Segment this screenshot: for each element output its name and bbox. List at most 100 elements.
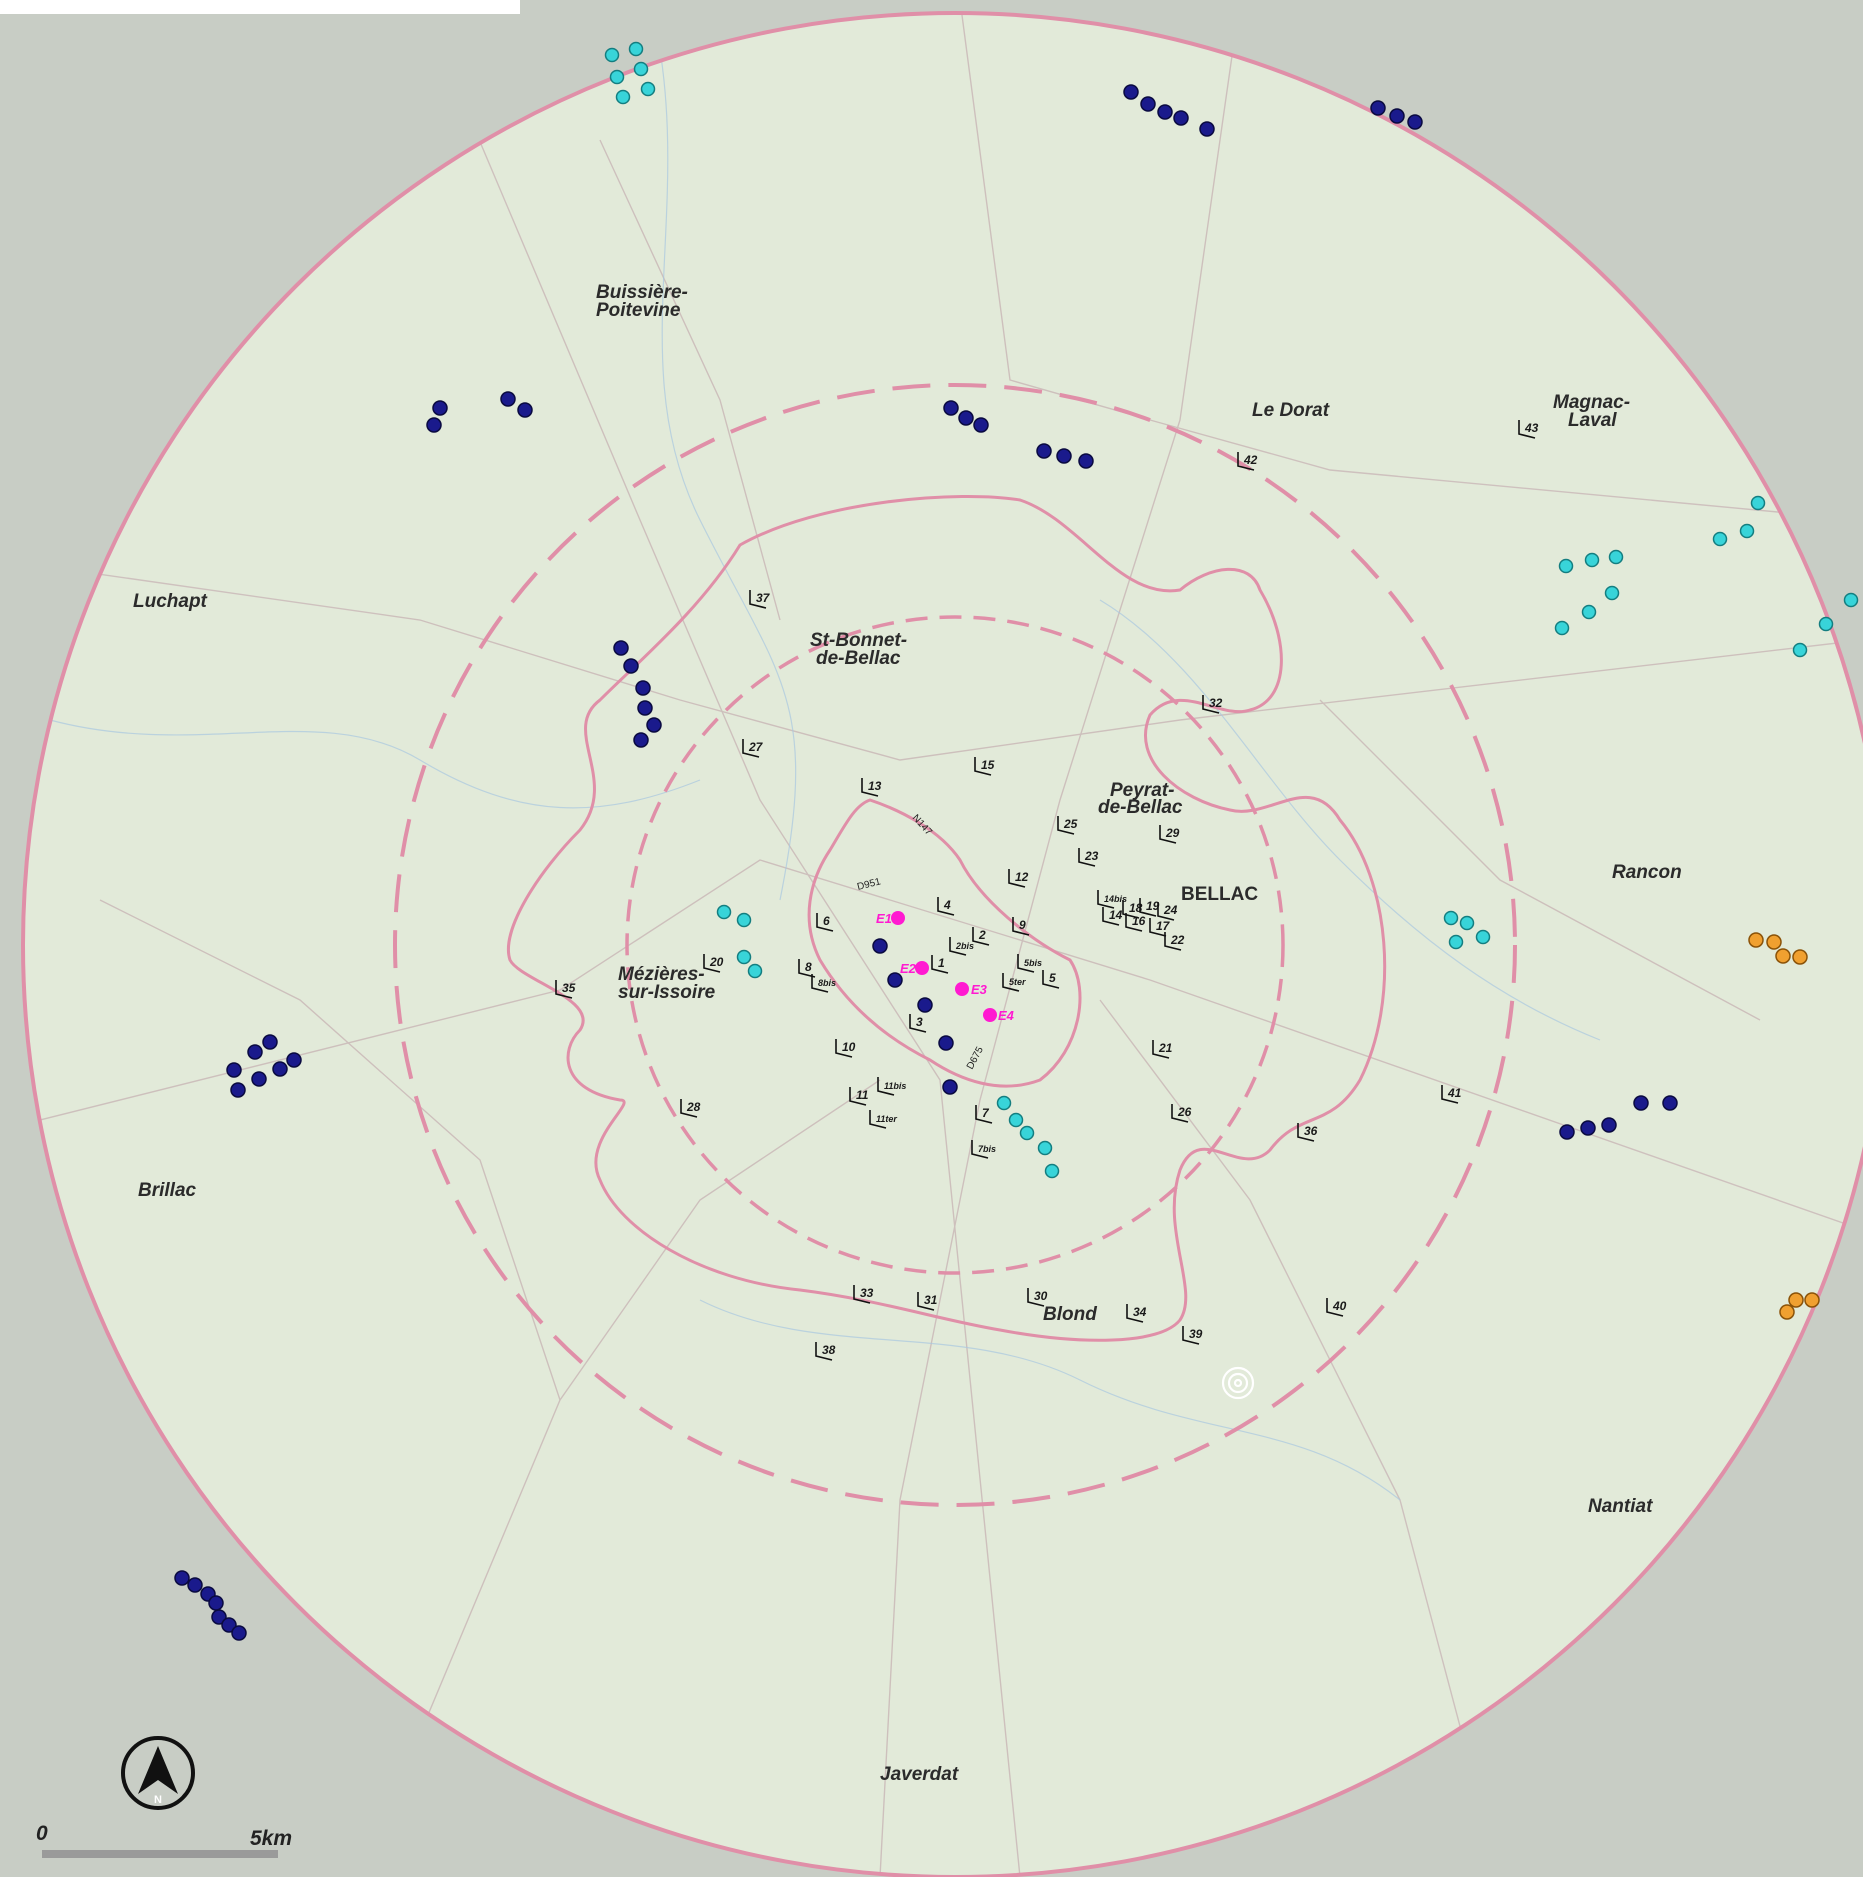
viewpoint-label: 2bis (955, 941, 974, 951)
viewpoint-arrow-icon (680, 1099, 698, 1118)
wind-turbine-built (917, 997, 933, 1013)
scale-bar: 0 5km (36, 1822, 292, 1858)
viewpoint-5ter: 5ter (1002, 973, 1026, 992)
viewpoint-27: 27 (742, 739, 764, 758)
town-blond: Blond (1043, 1304, 1097, 1325)
wind-turbine-built (1173, 110, 1189, 126)
viewpoint-arrow-icon (1139, 898, 1157, 917)
viewpoint-40: 40 (1326, 1298, 1347, 1317)
viewpoint-35: 35 (555, 980, 576, 999)
wind-turbine-authorized (1037, 1140, 1053, 1156)
town-magnac: Magnac- Laval (1553, 392, 1635, 431)
viewpoint-label: 8 (805, 960, 812, 974)
project-turbine-e3-label: E3 (971, 982, 988, 997)
town-le-dorat: Le Dorat (1252, 400, 1330, 421)
scale-bar-end: 5km (250, 1827, 292, 1850)
viewpoint-label: 8bis (818, 978, 836, 988)
viewpoint-label: 21 (1158, 1041, 1173, 1055)
viewpoint-13: 13 (861, 778, 882, 797)
wind-turbine-built (1580, 1120, 1596, 1136)
viewpoint-label: 7bis (978, 1144, 996, 1154)
wind-turbine-authorized (1581, 604, 1597, 620)
wind-turbine-built (1056, 448, 1072, 464)
viewpoint-arrow-icon (1126, 1304, 1144, 1323)
viewpoint-17: 17 (1149, 918, 1171, 937)
wind-turbine-built (1199, 121, 1215, 137)
viewpoint-43: 43 (1518, 420, 1539, 439)
viewpoint-arrow-icon (1027, 1288, 1045, 1307)
viewpoint-20: 20 (703, 954, 724, 973)
wind-turbine-built (1662, 1095, 1678, 1111)
north-arrow-circle (121, 1736, 195, 1810)
wind-turbine-authorized (1008, 1112, 1024, 1128)
viewpoint-label: 39 (1189, 1327, 1203, 1341)
viewpoint-9: 9 (1012, 917, 1030, 936)
viewpoint-label: 13 (868, 779, 882, 793)
project-turbine-e4 (983, 1008, 997, 1022)
wind-turbine-built (646, 717, 662, 733)
wind-turbine-built (1157, 104, 1173, 120)
wind-turbine-built (247, 1044, 263, 1060)
wind-turbine-pending (1788, 1292, 1804, 1308)
viewpoint-label: 31 (924, 1293, 938, 1307)
wind-turbine-authorized (640, 81, 656, 97)
viewpoint-36: 36 (1297, 1123, 1318, 1142)
town-javerdat: Javerdat (880, 1764, 959, 1785)
wind-turbine-built (973, 417, 989, 433)
wind-turbine-authorized (1019, 1125, 1035, 1141)
viewpoint-26: 26 (1171, 1104, 1192, 1123)
north-arrow-letter: N (154, 1794, 162, 1806)
viewpoint-arrow-icon (1164, 932, 1182, 951)
town-rancon: Rancon (1612, 862, 1682, 883)
town-brillac: Brillac (138, 1180, 197, 1201)
viewpoint-arrow-icon (742, 739, 760, 758)
viewpoint-30: 30 (1027, 1288, 1048, 1307)
viewpoint-label: 38 (822, 1343, 836, 1357)
wind-turbine-built (230, 1082, 246, 1098)
viewpoint-arrow-icon (703, 954, 721, 973)
viewpoint-19: 19 (1139, 898, 1160, 917)
viewpoint-label: 10 (842, 1040, 856, 1054)
viewpoint-label: 1 (938, 956, 945, 970)
viewpoint-label: 43 (1524, 421, 1539, 435)
wind-turbine-authorized (1750, 495, 1766, 511)
viewpoint-arrow-icon (798, 959, 816, 978)
project-turbine-e1-label: E1 (876, 911, 892, 926)
wind-turbine-built (231, 1625, 247, 1641)
viewpoint-label: 14 (1109, 908, 1123, 922)
viewpoint-label: 37 (756, 591, 771, 605)
viewpoint-arrow-icon (749, 590, 767, 609)
viewpoint-arrow-icon (909, 1014, 927, 1033)
viewpoint-label: 40 (1332, 1299, 1347, 1313)
wind-turbine-built (174, 1570, 190, 1586)
project-turbines: E1 E2 E3 E4 (876, 911, 1015, 1023)
viewpoint-label: 11bis (884, 1081, 906, 1091)
viewpoint-31: 31 (917, 1292, 938, 1311)
wind-turbine-pending (1792, 949, 1808, 965)
wind-turbine-built (633, 732, 649, 748)
wind-turbine-authorized (1448, 934, 1464, 950)
viewpoint-label: 41 (1447, 1086, 1462, 1100)
viewpoint-arrow-icon (1171, 1104, 1189, 1123)
wind-turbine-built (1633, 1095, 1649, 1111)
wind-turbine-pending (1779, 1304, 1795, 1320)
landmark-symbol (1221, 1366, 1255, 1400)
viewpoint-label: 42 (1243, 453, 1258, 467)
wind-farms-authorized (604, 41, 1859, 1179)
base-map-rivers (49, 13, 1601, 1501)
viewpoint-5: 5 (1042, 970, 1060, 989)
viewpoint-arrow-icon (1017, 954, 1035, 973)
wind-turbine-authorized (609, 69, 625, 85)
viewpoint-5bis: 5bis (1017, 954, 1042, 973)
wind-turbine-authorized (1443, 910, 1459, 926)
wind-turbine-built (187, 1577, 203, 1593)
viewpoint-arrow-icon (1125, 913, 1143, 932)
viewpoint-7: 7 (975, 1105, 993, 1124)
viewpoint-arrow-icon (1149, 918, 1167, 937)
near-perimeter-dashed (625, 615, 1285, 1275)
wind-turbine-built (635, 680, 651, 696)
viewpoint-label: 29 (1165, 826, 1180, 840)
viewpoint-39: 39 (1182, 1326, 1203, 1345)
viewpoint-label: 14bis (1104, 894, 1127, 904)
viewpoint-arrow-icon (555, 980, 573, 999)
